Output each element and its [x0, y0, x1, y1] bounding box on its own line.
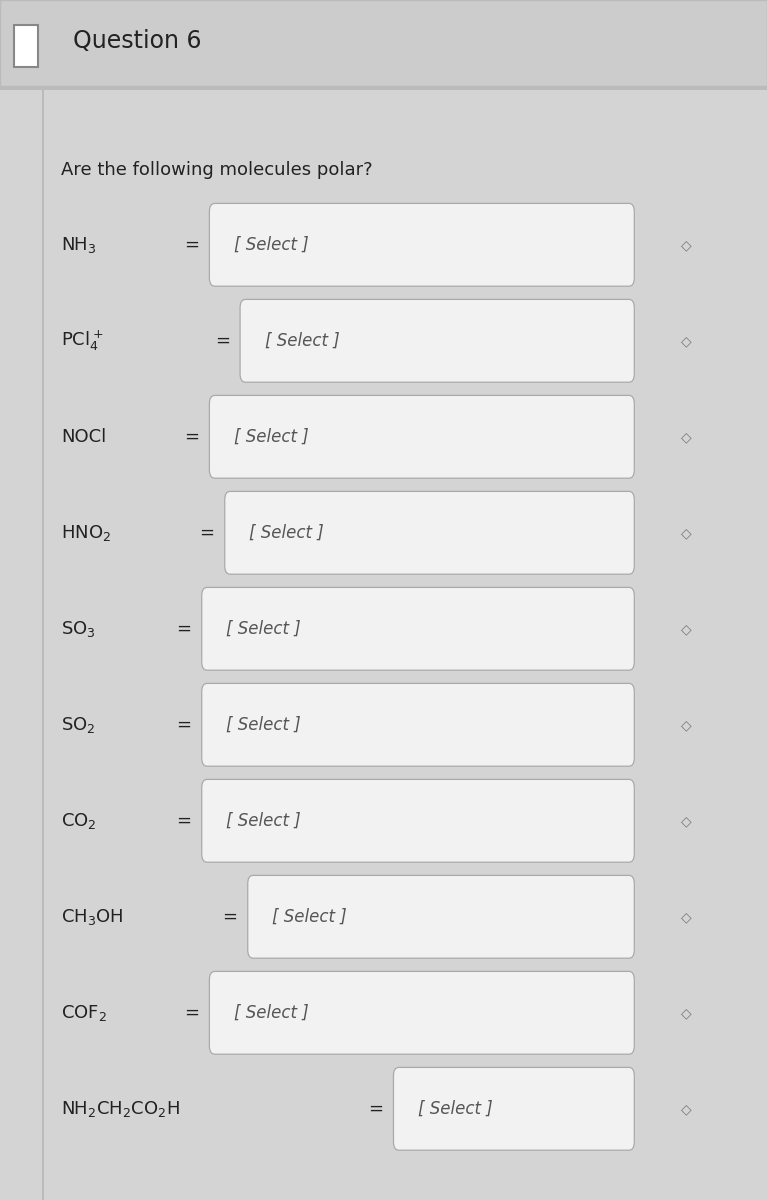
FancyBboxPatch shape [225, 492, 634, 575]
Text: =: = [184, 235, 199, 254]
Text: SO$_3$: SO$_3$ [61, 619, 96, 638]
Text: =: = [184, 428, 199, 446]
Text: =: = [222, 907, 238, 926]
Text: SO$_2$: SO$_2$ [61, 715, 96, 734]
FancyBboxPatch shape [202, 588, 634, 670]
Text: NH$_2$CH$_2$CO$_2$H: NH$_2$CH$_2$CO$_2$H [61, 1099, 180, 1118]
Text: [ Select ]: [ Select ] [265, 331, 339, 350]
FancyBboxPatch shape [209, 971, 634, 1054]
Text: =: = [368, 1099, 384, 1117]
Text: =: = [176, 811, 192, 830]
FancyBboxPatch shape [0, 0, 767, 86]
FancyBboxPatch shape [14, 25, 38, 67]
Text: [ Select ]: [ Select ] [272, 907, 347, 926]
FancyBboxPatch shape [248, 876, 634, 958]
Text: =: = [215, 331, 230, 350]
FancyBboxPatch shape [209, 203, 634, 286]
FancyBboxPatch shape [202, 780, 634, 862]
Text: ◇: ◇ [681, 718, 692, 732]
Text: [ Select ]: [ Select ] [234, 1003, 308, 1021]
Text: [ Select ]: [ Select ] [418, 1099, 492, 1117]
Text: ◇: ◇ [681, 238, 692, 252]
Text: CH$_3$OH: CH$_3$OH [61, 907, 124, 926]
Text: ◇: ◇ [681, 1006, 692, 1020]
Text: ◇: ◇ [681, 622, 692, 636]
Text: CO$_2$: CO$_2$ [61, 811, 97, 830]
Text: [ Select ]: [ Select ] [226, 619, 301, 638]
Text: =: = [176, 619, 192, 638]
FancyBboxPatch shape [0, 86, 767, 90]
Text: Are the following molecules polar?: Are the following molecules polar? [61, 161, 373, 179]
Text: [ Select ]: [ Select ] [234, 428, 308, 446]
Text: ◇: ◇ [681, 526, 692, 540]
Text: [ Select ]: [ Select ] [249, 523, 324, 542]
Text: [ Select ]: [ Select ] [226, 715, 301, 733]
Text: NH$_3$: NH$_3$ [61, 235, 97, 254]
FancyBboxPatch shape [42, 86, 44, 1200]
FancyBboxPatch shape [240, 300, 634, 382]
Text: PCl$_4^+$: PCl$_4^+$ [61, 329, 104, 353]
FancyBboxPatch shape [209, 396, 634, 478]
Text: ◇: ◇ [681, 814, 692, 828]
FancyBboxPatch shape [393, 1068, 634, 1150]
Text: Question 6: Question 6 [73, 30, 202, 54]
Text: [ Select ]: [ Select ] [226, 811, 301, 830]
Text: ◇: ◇ [681, 430, 692, 444]
Text: =: = [176, 715, 192, 733]
Text: COF$_2$: COF$_2$ [61, 1003, 107, 1022]
Text: ◇: ◇ [681, 334, 692, 348]
Text: =: = [199, 523, 215, 542]
FancyBboxPatch shape [202, 683, 634, 766]
Text: =: = [184, 1003, 199, 1021]
Text: [ Select ]: [ Select ] [234, 235, 308, 254]
Text: NOCl: NOCl [61, 428, 107, 446]
Text: ◇: ◇ [681, 1102, 692, 1116]
Text: ◇: ◇ [681, 910, 692, 924]
Text: HNO$_2$: HNO$_2$ [61, 523, 111, 542]
